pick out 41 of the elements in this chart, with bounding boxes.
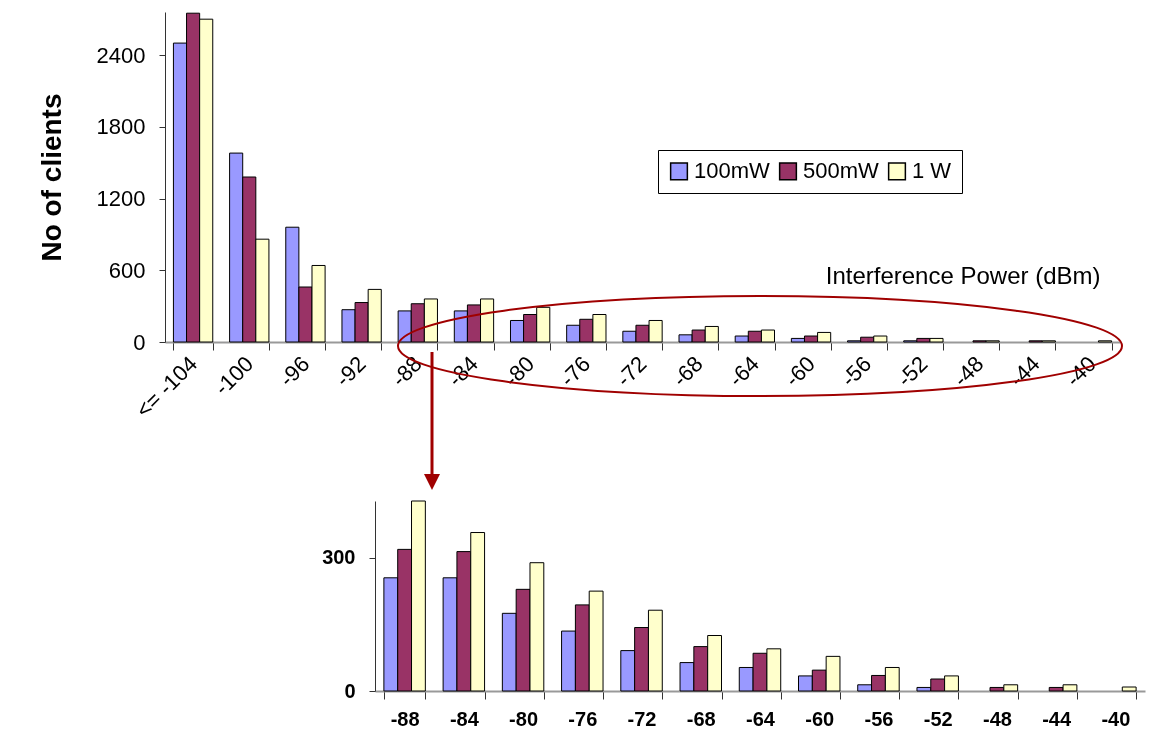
- x-tick-label: -88: [390, 707, 420, 730]
- x-tick-label: -68: [667, 351, 708, 392]
- x-tick-label: -72: [611, 351, 652, 392]
- y-tick-label: 2400: [96, 42, 146, 68]
- y-tick-label: 0: [344, 679, 356, 702]
- y-tick-label: 1800: [96, 114, 146, 140]
- x-tick-label: -84: [442, 351, 483, 392]
- x-axis-title: Interference Power (dBm): [825, 261, 1101, 289]
- x-tick-label: -92: [330, 351, 371, 392]
- x-tick-label: -80: [509, 707, 539, 730]
- x-tick-label: -48: [982, 707, 1012, 730]
- x-tick-label: -40: [1101, 707, 1131, 730]
- x-tick-label: -64: [746, 707, 776, 730]
- x-tick-label: -68: [686, 707, 716, 730]
- y-tick-label: 1200: [96, 186, 146, 212]
- x-tick-label: -84: [449, 707, 480, 730]
- x-tick-label: -96: [274, 351, 315, 392]
- bar: [1121, 686, 1137, 692]
- x-tick-label: -56: [864, 707, 894, 730]
- x-tick-label: -40: [1060, 351, 1101, 392]
- legend-label: 100mW: [694, 158, 771, 184]
- x-tick-label: -56: [836, 351, 877, 392]
- legend-label: 1 W: [912, 158, 952, 184]
- y-tick-label: 600: [108, 257, 146, 283]
- x-tick-label: -100: [209, 351, 259, 401]
- y-tick-label: 300: [322, 546, 356, 569]
- x-tick-label: -48: [948, 351, 989, 392]
- x-tick-label: -52: [892, 351, 933, 392]
- x-tick-label: -72: [627, 707, 657, 730]
- x-tick-label: -60: [805, 707, 835, 730]
- x-tick-label: -52: [923, 707, 953, 730]
- x-tick-label: -76: [568, 707, 598, 730]
- x-tick-label: -44: [1004, 351, 1045, 392]
- x-tick-label: -64: [723, 351, 764, 392]
- x-tick-label: -88: [386, 351, 427, 392]
- x-tick-label: -76: [555, 351, 596, 392]
- y-axis-title: No of clients: [35, 93, 67, 262]
- x-tick-label: -44: [1042, 707, 1072, 730]
- legend-label: 500mW: [803, 158, 880, 184]
- x-tick-label: -60: [779, 351, 821, 392]
- x-tick-label: -80: [498, 351, 540, 392]
